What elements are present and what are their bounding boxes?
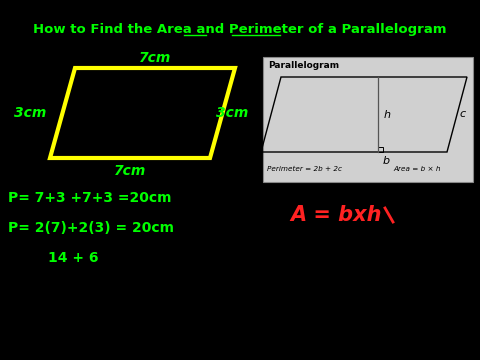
Text: How to Find the Area and Perimeter of a Parallelogram: How to Find the Area and Perimeter of a … [33,23,447,36]
Text: h: h [384,109,391,120]
Text: 7cm: 7cm [139,51,171,65]
Text: b: b [383,156,390,166]
Text: Parallelogram: Parallelogram [268,62,339,71]
Text: Area = b × h: Area = b × h [393,166,441,172]
Text: Perimeter = 2b + 2c: Perimeter = 2b + 2c [267,166,342,172]
Text: P= 2(7)+2(3) = 20cm: P= 2(7)+2(3) = 20cm [8,221,174,235]
Text: 7cm: 7cm [114,164,146,178]
Text: A = bxh: A = bxh [290,205,382,225]
Text: P= 7+3 +7+3 =20cm: P= 7+3 +7+3 =20cm [8,191,171,205]
Text: 3cm: 3cm [14,106,46,120]
Text: 3cm: 3cm [216,106,248,120]
Text: 14 + 6: 14 + 6 [48,251,98,265]
Text: c: c [460,109,466,119]
FancyBboxPatch shape [263,57,473,182]
